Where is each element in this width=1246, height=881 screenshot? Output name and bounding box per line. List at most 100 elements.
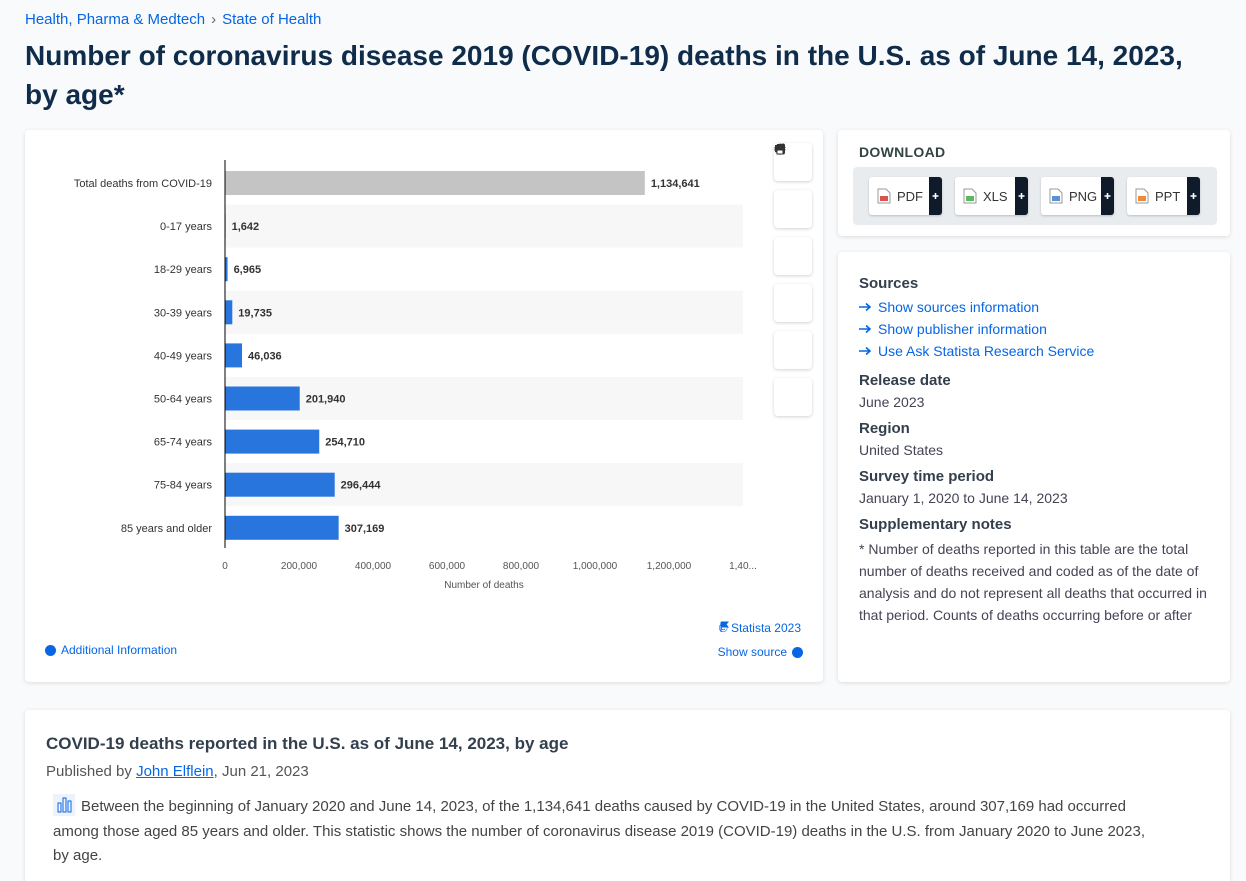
x-tick-label: 1,000,000 — [573, 561, 618, 572]
plus-shape — [1018, 193, 1025, 199]
bar — [225, 300, 233, 325]
chart: 0 200,000 400,000 600,000 800,000 1,000,000 1,… — [74, 160, 757, 591]
arrow-icon — [859, 324, 872, 334]
download-button[interactable]: PPT — [1127, 177, 1200, 215]
download-label: XLS — [983, 188, 1008, 204]
detail-text: * Number of deaths reported in this tabl… — [859, 541, 1207, 623]
arrow-shape — [859, 324, 872, 334]
source-link[interactable]: Use Ask Statista Research Service — [859, 340, 1210, 362]
copyright: © Statista 2023 — [719, 621, 801, 635]
x-axis-title: Number of deaths — [444, 580, 524, 591]
data-label: 19,735 — [238, 307, 272, 319]
sources-heading: Sources — [859, 275, 919, 292]
y-tick-label: 75-84 years — [154, 480, 213, 492]
file-badge — [966, 196, 974, 201]
file-badge — [880, 196, 888, 201]
download-plus — [1101, 177, 1114, 215]
breadcrumb-link[interactable]: State of Health — [222, 11, 322, 28]
detail-text: January 1, 2020 to June 14, 2023 — [859, 490, 1068, 506]
download-label: PDF — [897, 188, 923, 204]
download-plus — [1187, 177, 1200, 215]
x-tick-label: 800,000 — [503, 561, 540, 572]
x-tick-label: 0 — [222, 561, 228, 572]
detail-heading: Survey time period — [859, 468, 995, 485]
show-source-text[interactable]: Show source — [717, 645, 787, 659]
x-tick-label: 400,000 — [355, 561, 392, 572]
detail-section: Survey time period January 1, 2020 to Jun… — [859, 468, 1210, 506]
author-link[interactable]: John Elflein — [136, 763, 214, 780]
bar — [225, 472, 335, 497]
data-label: 254,710 — [325, 437, 365, 449]
x-tick-label: 600,000 — [429, 561, 466, 572]
additional-info[interactable]: Additional Information — [45, 643, 177, 657]
plus-icon — [932, 193, 939, 199]
plus-shape — [1190, 193, 1197, 199]
page-title: Number of coronavirus disease 2019 (COVI… — [25, 40, 1183, 110]
download-label: PNG — [1069, 188, 1098, 204]
source-link-text: Show sources information — [878, 299, 1040, 315]
bar — [225, 515, 339, 540]
notify-button[interactable] — [774, 144, 812, 228]
bar — [225, 386, 300, 411]
data-label: 201,940 — [306, 394, 346, 406]
publish-date: , Jun 21, 2023 — [213, 763, 309, 780]
description-title: COVID-19 deaths reported in the U.S. as … — [46, 734, 569, 753]
description-body: Between the beginning of January 2020 an… — [53, 798, 1146, 864]
data-label: 46,036 — [248, 350, 282, 362]
y-tick-label: 85 years and older — [121, 523, 212, 535]
row-band — [225, 204, 743, 248]
x-tick-label: 1,40... — [729, 561, 757, 572]
download-button[interactable]: PNG — [1041, 177, 1114, 215]
additional-info-text[interactable]: Additional Information — [61, 643, 178, 657]
detail-text: United States — [859, 442, 944, 458]
arrow-shape — [859, 302, 872, 312]
download-label: PPT — [1155, 188, 1181, 204]
arrow-icon — [859, 346, 872, 356]
print-button[interactable] — [774, 144, 812, 416]
download-plus — [929, 177, 942, 215]
plus-icon — [1104, 193, 1111, 199]
toolbar — [774, 143, 812, 425]
y-tick-label: 40-49 years — [154, 350, 213, 362]
y-tick-label: 50-64 years — [154, 394, 213, 406]
file-badge — [1138, 196, 1146, 201]
bar — [225, 429, 320, 454]
settings-button[interactable] — [774, 143, 812, 275]
cite-button[interactable] — [774, 145, 812, 369]
detail-section: Supplementary notes * Number of deaths re… — [859, 516, 1210, 625]
file-icon — [877, 188, 891, 204]
detail-sections: Release date June 2023 Region United States… — [859, 372, 1210, 625]
publisher: Published by John Elflein, Jun 21, 2023 — [46, 763, 1210, 780]
data-label: 1,134,641 — [651, 178, 700, 190]
bar — [225, 257, 228, 282]
download-button[interactable]: PDF — [869, 177, 942, 215]
source-link[interactable]: Show publisher information — [859, 318, 1210, 340]
detail-heading: Release date — [859, 372, 951, 389]
y-tick-label: 30-39 years — [154, 307, 213, 319]
description-text: Between the beginning of January 2020 an… — [46, 794, 1146, 869]
file-icon — [963, 188, 977, 204]
show-source[interactable]: Show source — [718, 645, 803, 659]
download-button[interactable]: XLS — [955, 177, 1028, 215]
published-by: Published by — [46, 763, 132, 780]
breadcrumb-link[interactable]: Health, Pharma & Medtech — [25, 11, 206, 28]
download-heading: DOWNLOAD — [859, 144, 946, 160]
detail-heading: Supplementary notes — [859, 516, 1012, 533]
detail-section: Release date June 2023 — [859, 372, 1210, 410]
file-icon — [1135, 188, 1149, 204]
file-icon — [1049, 188, 1063, 204]
details-card: Sources Show sources information Show pub… — [838, 252, 1230, 682]
data-label: 296,444 — [341, 480, 382, 492]
download-buttons: PDF XLS PNG PPT — [853, 167, 1217, 225]
breadcrumb: Health, Pharma & Medtech › State of Health — [25, 11, 322, 28]
plus-shape — [932, 193, 939, 199]
source-link[interactable]: Show sources information — [859, 296, 1210, 318]
y-tick-label: 0-17 years — [160, 221, 212, 233]
x-tick-label: 1,200,000 — [647, 561, 692, 572]
source-links: Show sources information Show publisher i… — [859, 296, 1210, 362]
arrow-shape — [859, 346, 872, 356]
detail-heading: Region — [859, 420, 910, 437]
share-button[interactable] — [774, 143, 812, 322]
detail-text: June 2023 — [859, 394, 925, 410]
